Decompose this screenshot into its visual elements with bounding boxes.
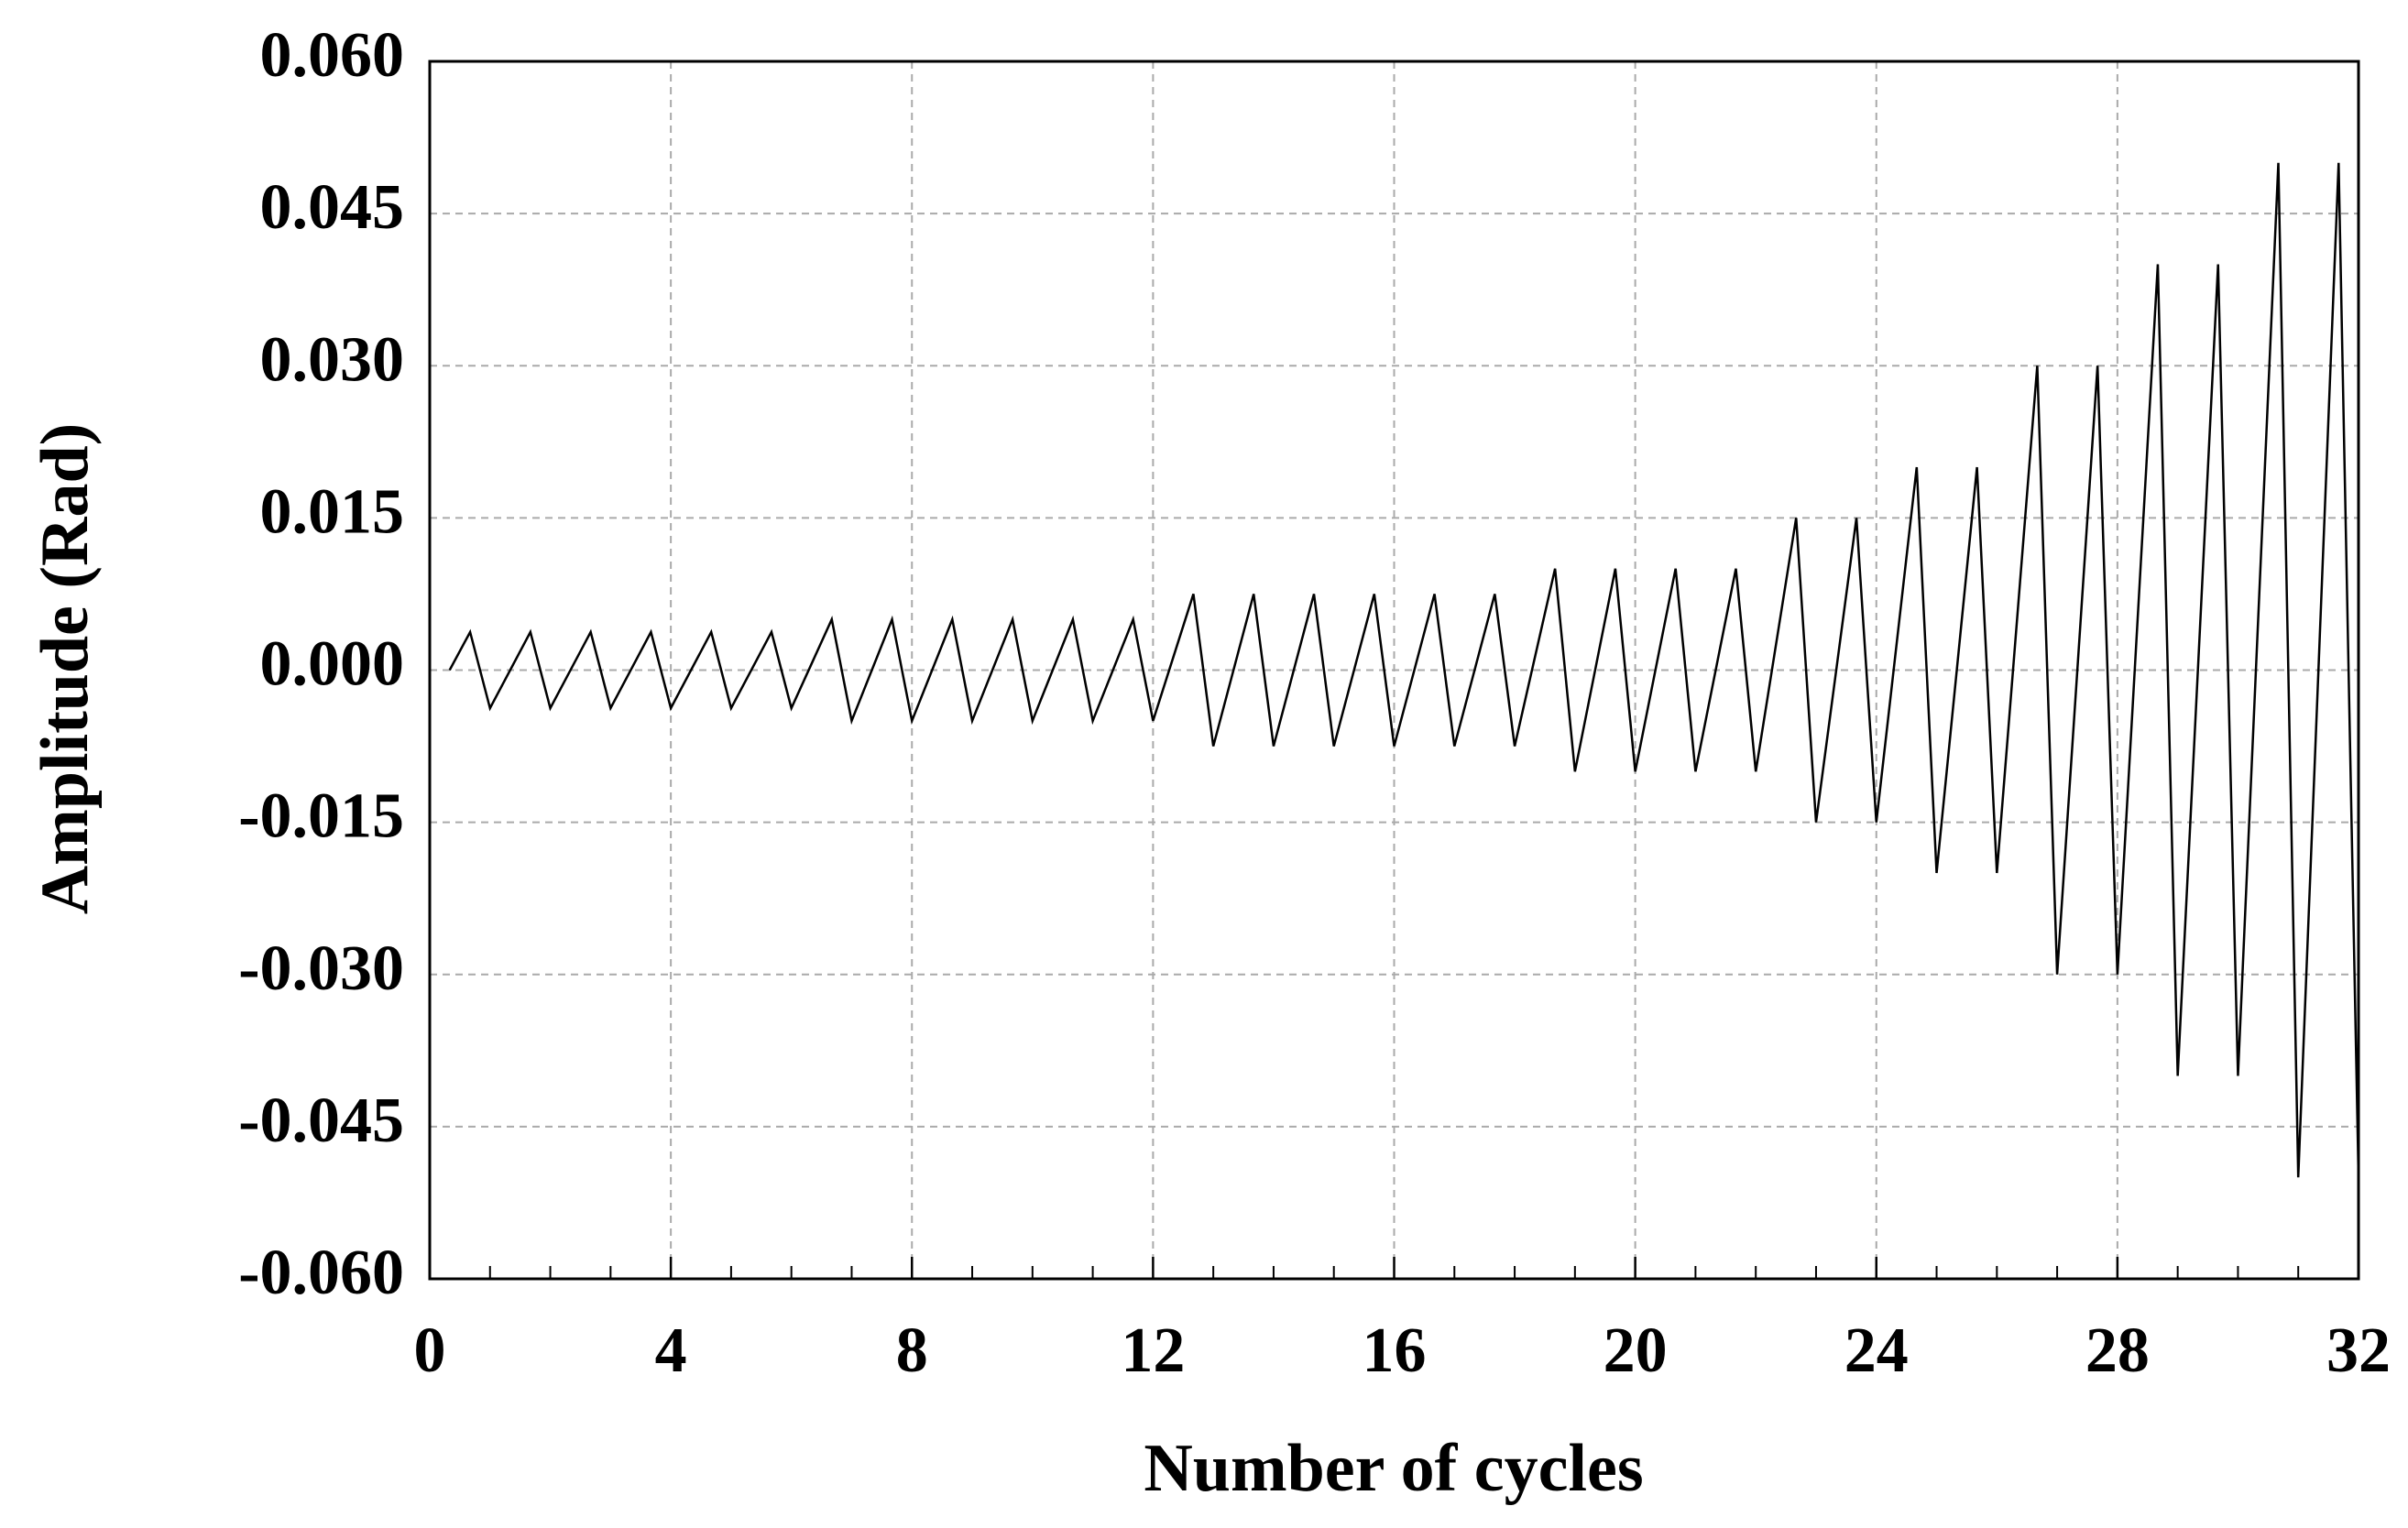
x-axis-label: Number of cycles bbox=[1144, 1431, 1643, 1506]
x-tick-label: 16 bbox=[1363, 1315, 1427, 1386]
x-tick-label: 24 bbox=[1844, 1315, 1909, 1386]
y-axis-label: Amplitude (Rad) bbox=[27, 423, 103, 915]
x-tick-label: 28 bbox=[2085, 1315, 2150, 1386]
plot-frame bbox=[428, 60, 2360, 1281]
y-tick-label: -0.015 bbox=[238, 781, 404, 852]
y-tick-label: 0.000 bbox=[260, 629, 405, 700]
x-tick-label: 0 bbox=[414, 1315, 446, 1386]
y-tick-label: 0.045 bbox=[260, 172, 405, 243]
y-tick-label: -0.030 bbox=[238, 933, 404, 1004]
y-tick-label: 0.030 bbox=[260, 324, 405, 395]
data-line bbox=[448, 162, 2360, 1178]
y-tick-label: 0.060 bbox=[260, 20, 405, 91]
y-tick-label: -0.060 bbox=[238, 1238, 404, 1308]
x-tick-label: 32 bbox=[2326, 1315, 2391, 1386]
x-tick-label: 20 bbox=[1604, 1315, 1668, 1386]
x-tick-label: 8 bbox=[896, 1315, 928, 1386]
x-tick-label: 4 bbox=[655, 1315, 687, 1386]
y-tick-label: -0.045 bbox=[238, 1086, 404, 1156]
x-tick-label: 12 bbox=[1121, 1315, 1185, 1386]
y-tick-label: 0.015 bbox=[260, 476, 405, 547]
